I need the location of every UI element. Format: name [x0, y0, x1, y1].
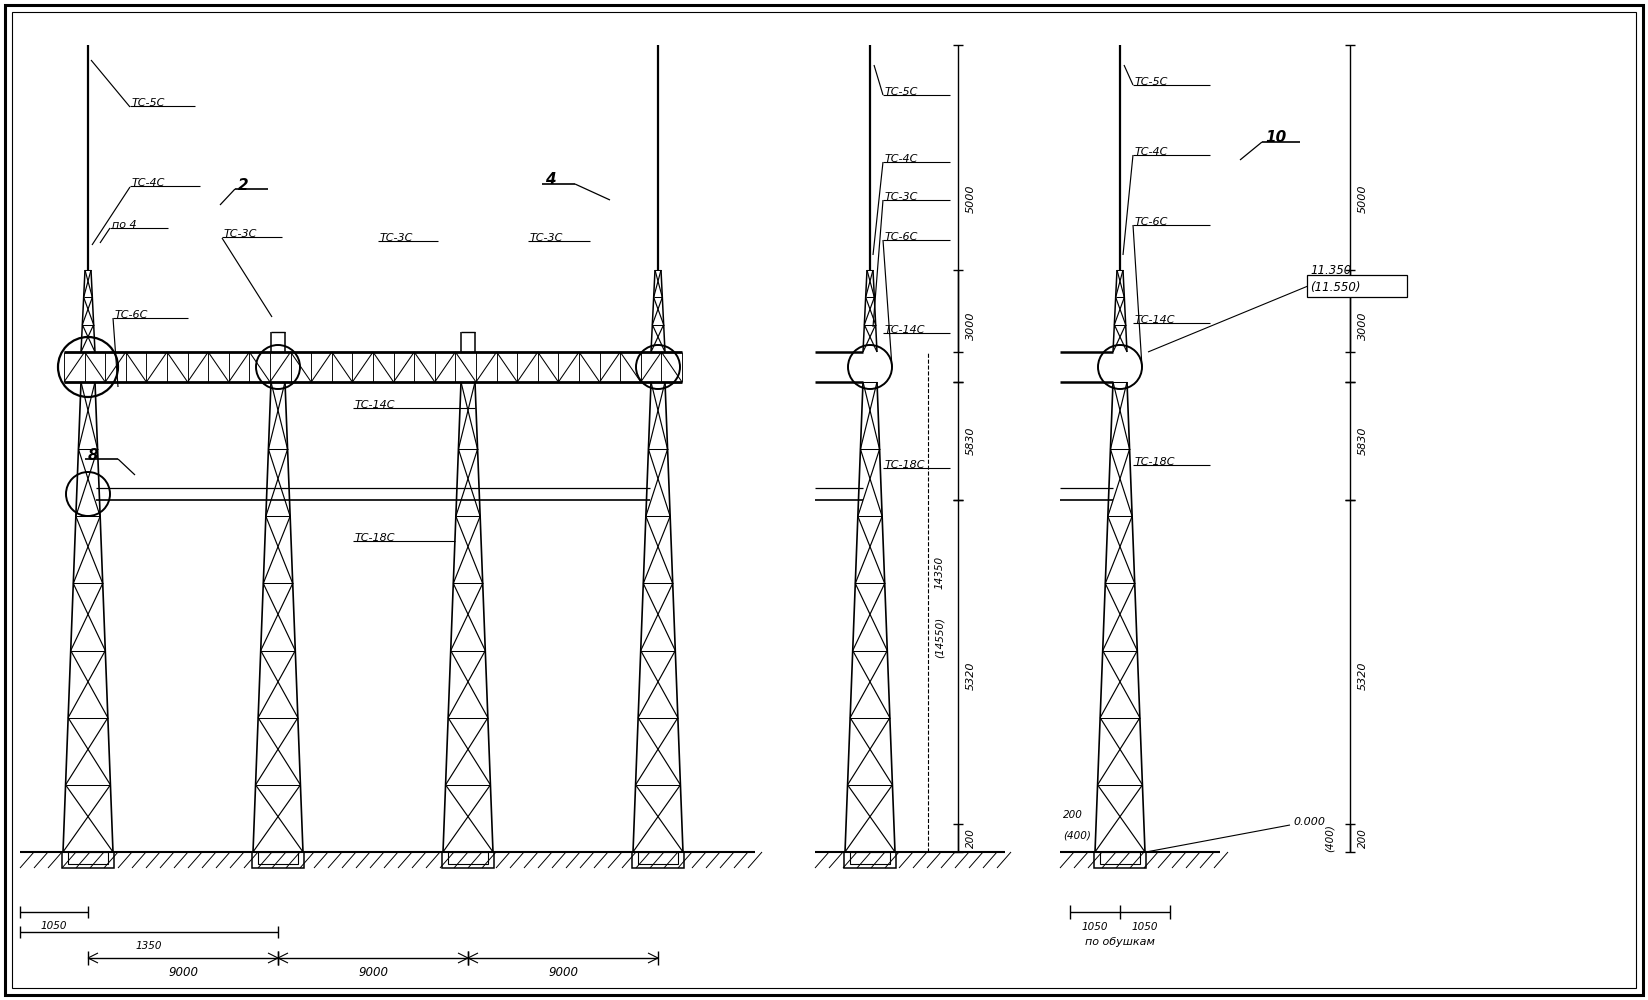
Text: TC-3C: TC-3C — [531, 233, 564, 243]
Text: 1050: 1050 — [1081, 922, 1107, 932]
Text: 1050: 1050 — [1132, 922, 1159, 932]
Bar — [850, 852, 890, 864]
Text: 200: 200 — [1063, 810, 1083, 820]
Text: TC-14C: TC-14C — [1135, 315, 1175, 325]
Text: TC-5C: TC-5C — [885, 87, 918, 97]
Text: 10: 10 — [1266, 130, 1285, 145]
Bar — [1099, 852, 1140, 864]
Text: по 4: по 4 — [112, 220, 137, 230]
Text: TC-4C: TC-4C — [885, 154, 918, 164]
Text: TC-18C: TC-18C — [354, 533, 396, 543]
Text: (400): (400) — [1063, 830, 1091, 840]
Text: 5830: 5830 — [966, 427, 976, 455]
Text: TC-3C: TC-3C — [224, 229, 257, 239]
Text: TC-14C: TC-14C — [885, 325, 926, 335]
Text: 14350: 14350 — [934, 555, 944, 589]
Text: 5000: 5000 — [1358, 184, 1368, 213]
Text: 5000: 5000 — [966, 184, 976, 213]
Text: TC-6C: TC-6C — [885, 232, 918, 242]
Text: 5320: 5320 — [966, 662, 976, 690]
Bar — [68, 852, 109, 864]
Text: 11.350: 11.350 — [1310, 263, 1351, 276]
Text: TC-5C: TC-5C — [1135, 77, 1168, 87]
Bar — [442, 852, 494, 868]
Bar — [844, 852, 897, 868]
Text: TC-4C: TC-4C — [132, 178, 165, 188]
Text: (11.550): (11.550) — [1310, 282, 1361, 294]
Text: 8: 8 — [87, 448, 99, 462]
Text: 200: 200 — [1358, 828, 1368, 848]
Bar — [638, 852, 677, 864]
Text: 5320: 5320 — [1358, 662, 1368, 690]
Text: 9000: 9000 — [549, 966, 578, 978]
Bar — [1307, 275, 1407, 297]
Text: (400): (400) — [1325, 824, 1335, 852]
Text: 9000: 9000 — [358, 966, 387, 978]
Text: 1050: 1050 — [41, 921, 68, 931]
Text: 5830: 5830 — [1358, 427, 1368, 455]
Bar — [259, 852, 298, 864]
Text: 3000: 3000 — [966, 312, 976, 340]
Text: 1350: 1350 — [135, 941, 162, 951]
Text: 2: 2 — [237, 178, 249, 192]
Text: 4: 4 — [545, 172, 555, 188]
Text: TC-18C: TC-18C — [1135, 457, 1175, 467]
Text: 3000: 3000 — [1358, 312, 1368, 340]
Text: 9000: 9000 — [168, 966, 198, 978]
Bar — [1094, 852, 1145, 868]
Bar — [63, 852, 114, 868]
Bar — [252, 852, 303, 868]
Bar — [448, 852, 488, 864]
Text: TC-14C: TC-14C — [354, 400, 396, 410]
Bar — [631, 852, 684, 868]
Text: TC-6C: TC-6C — [1135, 217, 1168, 227]
Text: TC-5C: TC-5C — [132, 98, 165, 108]
Text: TC-4C: TC-4C — [1135, 147, 1168, 157]
Text: (14550): (14550) — [934, 616, 944, 658]
Text: по обушкам: по обушкам — [1084, 937, 1155, 947]
Text: 0.000: 0.000 — [1294, 817, 1325, 827]
Text: 200: 200 — [966, 828, 976, 848]
Text: TC-3C: TC-3C — [381, 233, 414, 243]
Text: TC-3C: TC-3C — [885, 192, 918, 202]
Text: TC-6C: TC-6C — [115, 310, 148, 320]
Text: TC-18C: TC-18C — [885, 460, 926, 470]
